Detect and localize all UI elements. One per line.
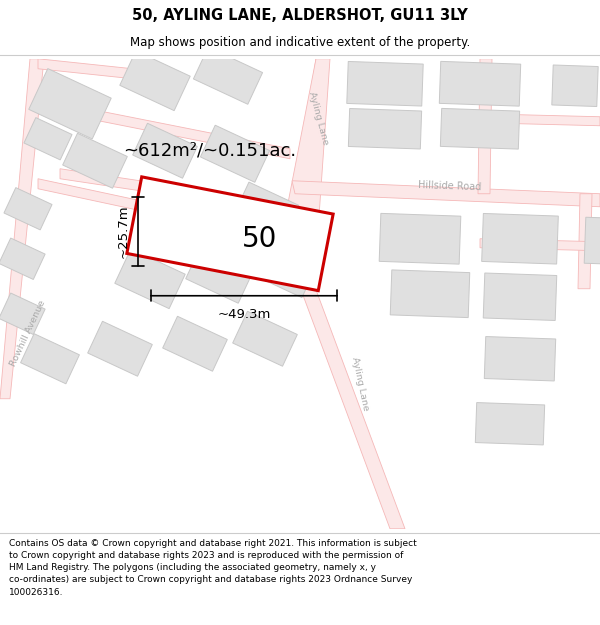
Polygon shape (127, 177, 333, 291)
Polygon shape (283, 59, 330, 279)
Polygon shape (38, 59, 180, 84)
Polygon shape (283, 59, 328, 274)
Text: ~49.3m: ~49.3m (217, 308, 271, 321)
Text: ~612m²/~0.151ac.: ~612m²/~0.151ac. (124, 142, 296, 160)
Polygon shape (20, 334, 79, 384)
Polygon shape (231, 182, 299, 243)
Polygon shape (578, 194, 592, 289)
Text: 50: 50 (242, 225, 278, 253)
Polygon shape (292, 181, 600, 207)
Polygon shape (120, 51, 190, 111)
Polygon shape (295, 274, 405, 529)
Polygon shape (480, 239, 600, 251)
Polygon shape (163, 316, 227, 371)
Polygon shape (4, 188, 52, 230)
Polygon shape (62, 133, 127, 188)
Text: Hillside Road: Hillside Road (418, 179, 482, 192)
Polygon shape (233, 311, 298, 366)
Polygon shape (390, 270, 470, 318)
Polygon shape (0, 238, 45, 279)
Polygon shape (24, 118, 72, 160)
Polygon shape (478, 59, 492, 194)
Polygon shape (38, 179, 295, 244)
Text: Rowhill Avenue: Rowhill Avenue (9, 299, 47, 368)
Polygon shape (185, 244, 254, 303)
Polygon shape (347, 61, 423, 106)
Polygon shape (88, 321, 152, 376)
Polygon shape (115, 249, 185, 309)
Polygon shape (439, 61, 521, 106)
Polygon shape (552, 65, 598, 106)
Polygon shape (482, 214, 559, 264)
Polygon shape (0, 59, 44, 399)
Polygon shape (440, 108, 520, 149)
Polygon shape (29, 69, 111, 139)
Polygon shape (584, 217, 600, 264)
Polygon shape (169, 187, 241, 251)
Text: Map shows position and indicative extent of the property.: Map shows position and indicative extent… (130, 36, 470, 49)
Polygon shape (480, 114, 600, 126)
Polygon shape (252, 240, 318, 298)
Text: 50, AYLING LANE, ALDERSHOT, GU11 3LY: 50, AYLING LANE, ALDERSHOT, GU11 3LY (132, 8, 468, 23)
Polygon shape (200, 125, 269, 182)
Text: Ayling Lane: Ayling Lane (307, 91, 329, 146)
Polygon shape (38, 99, 290, 159)
Polygon shape (0, 293, 45, 334)
Polygon shape (193, 48, 263, 104)
Polygon shape (483, 273, 557, 321)
Polygon shape (475, 402, 545, 445)
Polygon shape (484, 336, 556, 381)
Polygon shape (60, 169, 160, 194)
Text: ~25.7m: ~25.7m (117, 204, 130, 258)
Polygon shape (349, 109, 422, 149)
Text: Contains OS data © Crown copyright and database right 2021. This information is : Contains OS data © Crown copyright and d… (9, 539, 417, 597)
Polygon shape (379, 213, 461, 264)
Text: Ayling Lane: Ayling Lane (350, 356, 370, 411)
Polygon shape (133, 123, 197, 178)
